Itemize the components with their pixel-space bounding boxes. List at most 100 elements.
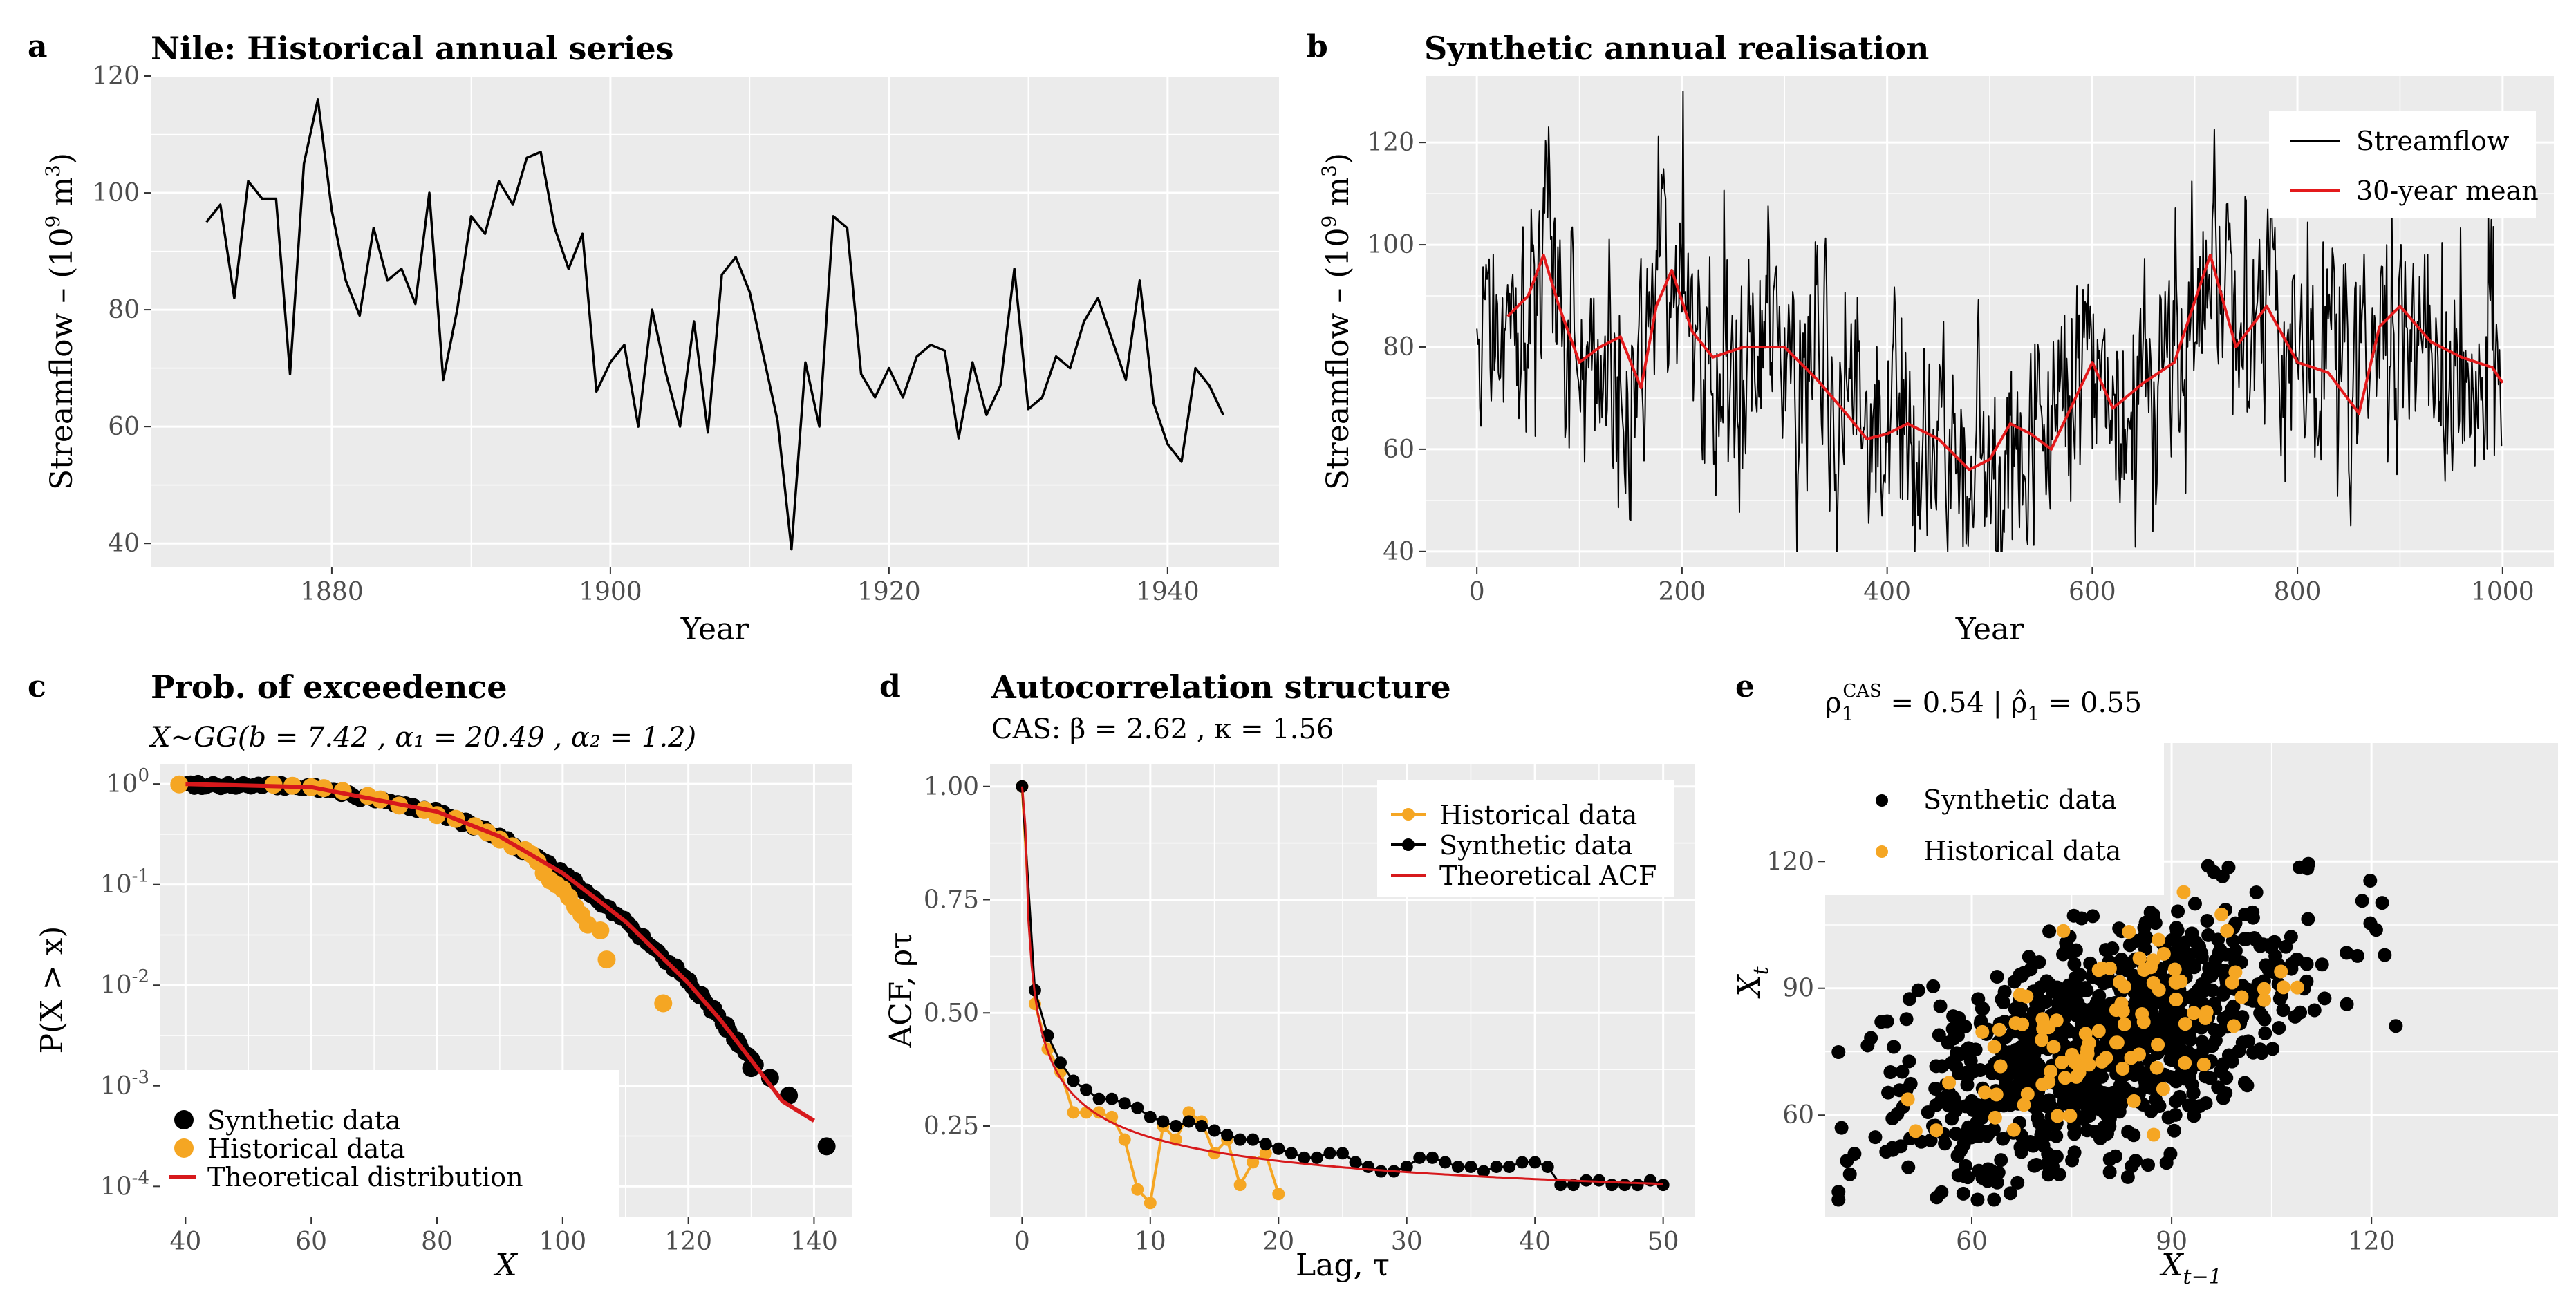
historical-acf-point <box>1067 1106 1080 1119</box>
e-xtick-label: 90 <box>2156 1228 2187 1256</box>
legend-streamflow-label: Streamflow <box>2356 126 2510 156</box>
c-ytick-base: 10 <box>100 971 132 1000</box>
synthetic-lag-point <box>2040 974 2054 988</box>
panel-e-marks <box>1831 856 2403 1207</box>
synthetic-lag-point <box>2003 1186 2017 1201</box>
synthetic-lag-point <box>1831 1044 1846 1059</box>
historical-acf-point <box>1131 1183 1144 1196</box>
synthetic-lag-point <box>2355 894 2369 908</box>
panel-d-ylabel: ACF, ρτ <box>884 932 919 1048</box>
synthetic-lag-point <box>2026 1138 2040 1153</box>
synthetic-lag-point <box>1834 1121 1849 1135</box>
synthetic-acf-point <box>1233 1133 1247 1146</box>
synthetic-lag-point <box>1928 1081 1943 1096</box>
synthetic-lag-point <box>1996 995 2010 1010</box>
panel-label-c: c <box>28 669 46 704</box>
synthetic-lag-point <box>1902 992 1916 1006</box>
synthetic-acf-point <box>1656 1179 1670 1192</box>
historical-exceedance-point <box>654 994 673 1013</box>
synthetic-lag-point <box>2097 1085 2111 1100</box>
synthetic-lag-point <box>2181 1098 2196 1113</box>
e-xtick-label: 60 <box>1956 1228 1988 1256</box>
synthetic-lag-point <box>2069 943 2083 957</box>
synthetic-lag-point <box>2080 983 2094 997</box>
synthetic-lag-point <box>1864 1031 1878 1045</box>
panel-b-ylabel-sup: 9 <box>1318 216 1341 228</box>
synthetic-lag-point <box>2069 1081 2083 1096</box>
synthetic-acf-point <box>1515 1156 1529 1169</box>
b-xtick-label: 400 <box>1863 578 1911 606</box>
historical-exceedance-point <box>597 950 616 969</box>
synthetic-lag-point <box>2307 1003 2322 1018</box>
synthetic-lag-point <box>2068 971 2082 985</box>
e-xtick-label: 120 <box>2348 1228 2396 1256</box>
panel-d-legend-box <box>1377 780 1674 897</box>
historical-lag-point <box>2228 965 2243 979</box>
legend-30yr-mean-label: 30-year mean <box>2356 176 2539 206</box>
synthetic-lag-point <box>2161 1031 2176 1046</box>
panel-d-title: Autocorrelation structure <box>991 668 1451 706</box>
historical-lag-point <box>1901 1092 1915 1107</box>
panel-label-a: a <box>28 29 48 64</box>
legend-d-historical-label: Historical data <box>1439 800 1637 830</box>
c-ytick-exp: -3 <box>132 1067 149 1088</box>
historical-lag-point <box>2020 1087 2035 1101</box>
synthetic-acf-point <box>1131 1101 1144 1114</box>
historical-lag-point <box>2220 924 2234 938</box>
c-ytick-base: 10 <box>106 770 138 798</box>
b-xtick-label: 1000 <box>2471 578 2535 606</box>
synthetic-lag-point <box>2036 1138 2051 1153</box>
synthetic-acf-point <box>1503 1160 1516 1173</box>
synthetic-lag-point <box>2171 904 2185 919</box>
synthetic-lag-point <box>2186 988 2201 1002</box>
a-ytick-label: 100 <box>92 179 140 207</box>
synthetic-lag-point <box>2301 856 2315 871</box>
panel-e-xlabel: Xt−1 <box>2159 1248 2222 1289</box>
synthetic-acf-point <box>1413 1151 1426 1164</box>
synthetic-lag-point <box>2258 1026 2272 1040</box>
a-ytick-label: 60 <box>108 413 140 441</box>
synthetic-acf-point <box>1605 1179 1618 1192</box>
synthetic-lag-point <box>2340 997 2354 1011</box>
synthetic-lag-point <box>2167 1123 2181 1138</box>
historical-lag-point <box>2102 961 2117 975</box>
synthetic-lag-point <box>2315 957 2329 972</box>
historical-lag-point <box>1993 1059 2008 1074</box>
synthetic-lag-point <box>2165 1053 2180 1067</box>
historical-lag-point <box>2080 1047 2095 1061</box>
historical-acf-point <box>1092 1106 1105 1119</box>
historical-lag-point <box>2063 1109 2078 1123</box>
panel-a-ylabel: Streamflow – (109 m3) <box>41 153 80 490</box>
synthetic-lag-point <box>2239 932 2254 946</box>
c-ytick-label: 10-3 <box>100 1067 149 1100</box>
panel-b-ylabel: Streamflow – (109 m3) <box>1318 153 1356 490</box>
synthetic-lag-point <box>1902 1054 1916 1069</box>
synthetic-lag-point <box>2004 1058 2018 1072</box>
historical-lag-point <box>1987 1040 2001 1054</box>
synthetic-lag-point <box>2299 957 2314 971</box>
synthetic-lag-point <box>2225 1054 2239 1069</box>
panel-e-title-sub1: 1 <box>1842 702 1854 725</box>
synthetic-lag-point <box>2276 1003 2290 1018</box>
synthetic-lag-point <box>2139 930 2154 945</box>
historical-acf-point <box>1182 1106 1195 1119</box>
synthetic-lag-point <box>2049 1150 2064 1164</box>
synthetic-acf-point <box>1092 1092 1105 1105</box>
panel-a: a Nile: Historical annual series 1880 190… <box>28 29 1279 647</box>
synthetic-lag-point <box>2152 1099 2167 1114</box>
synthetic-lag-point <box>1970 1192 1985 1207</box>
synthetic-lag-point <box>2198 1069 2212 1084</box>
synthetic-lag-point <box>2178 935 2192 950</box>
historical-lag-point <box>2006 1123 2021 1137</box>
synthetic-lag-point <box>1883 1065 1898 1079</box>
panel-d-xlabel: Lag, τ <box>1296 1248 1390 1283</box>
synthetic-lag-point <box>2192 939 2207 954</box>
historical-lag-point <box>2214 907 2229 921</box>
synthetic-streamflow-line <box>1476 91 2503 552</box>
historical-acf-point <box>1272 1188 1285 1201</box>
a-xtick-label: 1900 <box>579 578 642 606</box>
synthetic-exceedance-point <box>666 958 685 977</box>
synthetic-lag-point <box>2363 916 2378 930</box>
panel-c-xlabel: X <box>493 1248 518 1283</box>
synthetic-lag-point <box>2120 964 2135 978</box>
